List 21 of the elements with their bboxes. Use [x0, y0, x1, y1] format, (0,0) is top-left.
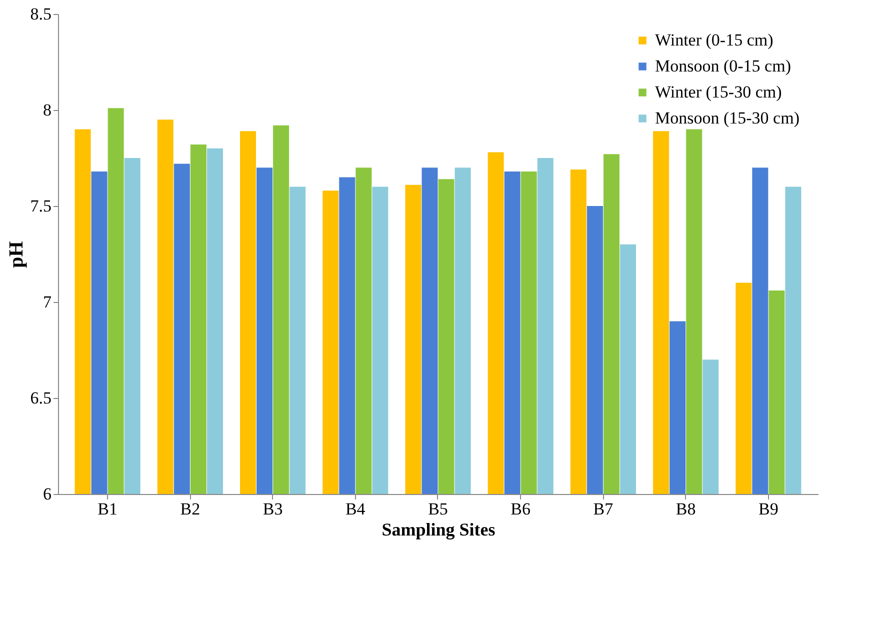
- y-tick-label: 8.5: [30, 4, 52, 24]
- legend-label: Monsoon (15-30 cm): [655, 108, 800, 128]
- y-tick-label: 6: [43, 484, 52, 504]
- x-tick-label: B8: [676, 500, 696, 518]
- x-tick-label: B7: [593, 500, 614, 518]
- y-tick-label: 6.5: [30, 388, 52, 408]
- y-axis-title: pH: [5, 240, 28, 268]
- x-tick-label: B6: [510, 500, 531, 518]
- x-tick-label: B5: [428, 500, 448, 518]
- x-tick-label: B1: [98, 500, 118, 518]
- x-tick-label: B4: [345, 500, 366, 518]
- y-tick-label: 8: [43, 100, 52, 120]
- x-tick-label: B9: [758, 500, 778, 518]
- x-tick-label: B2: [180, 500, 200, 518]
- x-tick-label: B3: [262, 500, 283, 518]
- legend-label: Winter (15-30 cm): [655, 82, 782, 102]
- legend-label: Monsoon (0-15 cm): [655, 56, 791, 76]
- x-axis-title: Sampling Sites: [382, 520, 496, 540]
- y-tick-label: 7.5: [30, 196, 52, 216]
- legend-label: Winter (0-15 cm): [655, 30, 774, 50]
- y-tick-label: 7: [43, 292, 52, 312]
